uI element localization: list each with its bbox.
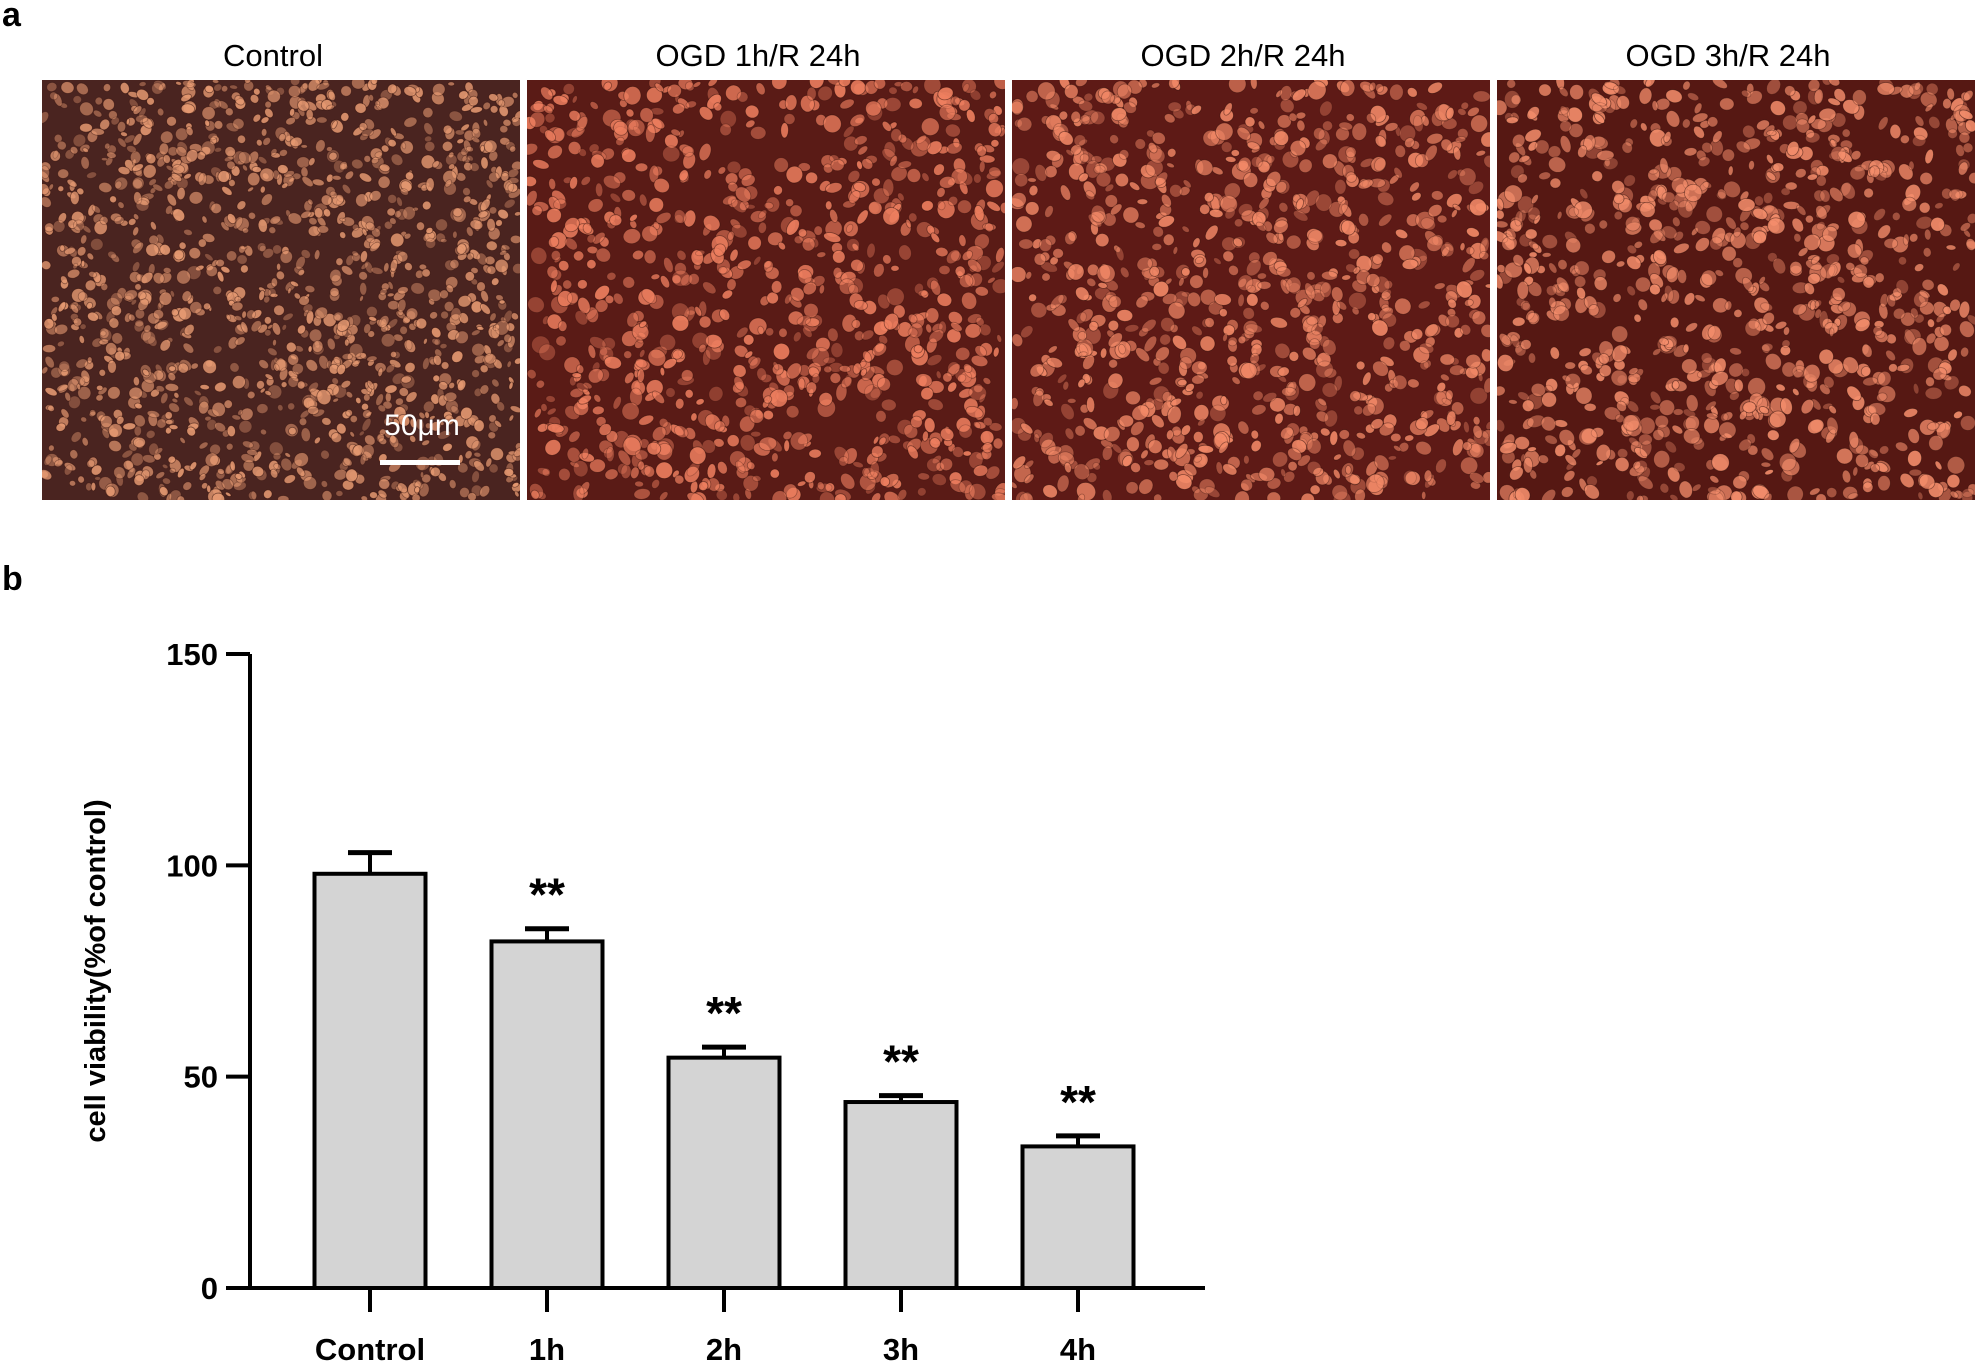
bar — [666, 1055, 782, 1290]
bar — [843, 1100, 959, 1290]
micrograph-title-ogd-2h: OGD 2h/R 24h — [1140, 38, 1346, 73]
significance-marker: ** — [706, 987, 742, 1039]
significance-marker: ** — [529, 869, 565, 921]
scale-bar-label: 50μm — [384, 409, 460, 442]
panel-label-b: b — [2, 560, 23, 598]
y-tick-label: 0 — [201, 1271, 218, 1306]
significance-marker: ** — [883, 1036, 919, 1088]
panel-label-a: a — [2, 0, 21, 34]
bar-chart: 0 50 100 150 cell viability(%of control) Cont… — [80, 637, 1205, 1364]
y-tick-label: 100 — [166, 848, 218, 883]
x-tick-label: 2h — [706, 1332, 742, 1364]
bar — [312, 871, 428, 1290]
scale-bar — [380, 460, 460, 465]
micrograph-ogd-1h — [527, 80, 1005, 500]
x-tick-label: 4h — [1060, 1332, 1096, 1364]
bar — [489, 939, 605, 1290]
x-tick-label: 3h — [883, 1332, 919, 1364]
micrograph-title-ogd-3h: OGD 3h/R 24h — [1625, 38, 1831, 73]
significance-marker: ** — [1060, 1076, 1096, 1128]
y-tick-label: 150 — [166, 637, 218, 672]
micrograph-title-ogd-1h: OGD 1h/R 24h — [655, 38, 861, 73]
x-tick-label: 1h — [529, 1332, 565, 1364]
micrograph-ogd-2h — [1012, 80, 1490, 500]
bar — [1020, 1144, 1136, 1291]
y-axis-label: cell viability(%of control) — [80, 799, 112, 1142]
x-tick-label: Control — [315, 1332, 425, 1364]
y-tick-label: 50 — [184, 1060, 218, 1095]
micrograph-control: 50μm — [42, 80, 520, 500]
micrograph-title-control: Control — [223, 38, 323, 73]
micrograph-ogd-3h — [1497, 80, 1975, 500]
